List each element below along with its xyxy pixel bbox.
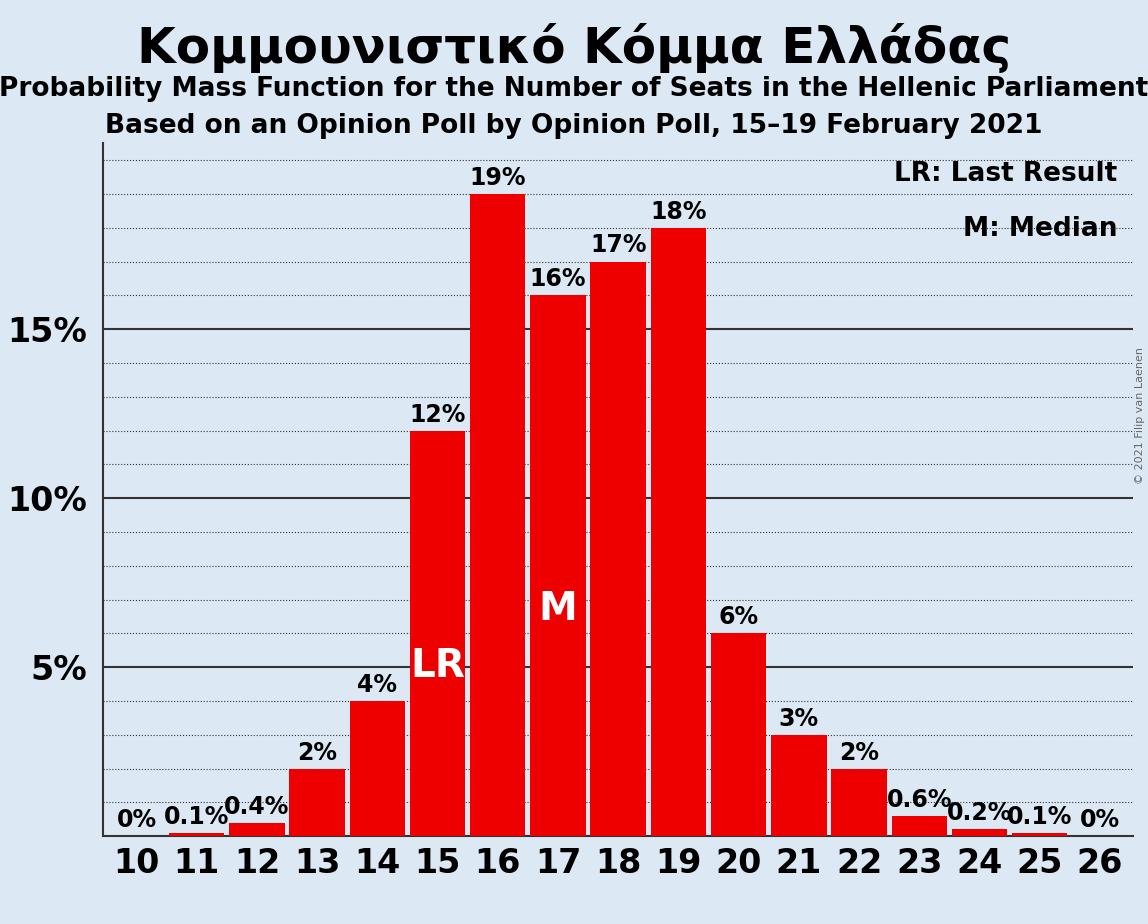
Text: 0.4%: 0.4% [224,795,289,819]
Bar [230,822,285,836]
Text: 0.1%: 0.1% [1007,805,1072,829]
Bar [530,296,585,836]
Text: M: Median: M: Median [963,216,1118,242]
Bar [952,830,1007,836]
Text: 12%: 12% [410,403,466,427]
Bar [470,194,526,836]
Text: LR: Last Result: LR: Last Result [894,161,1118,187]
Bar [410,431,465,836]
Text: 18%: 18% [650,200,707,224]
Text: Κομμουνιστικό Κόμμα Ελλάδας: Κομμουνιστικό Κόμμα Ελλάδας [137,23,1011,73]
Text: 0.1%: 0.1% [164,805,230,829]
Text: 0.6%: 0.6% [886,788,952,812]
Text: 0%: 0% [116,808,156,833]
Bar [771,735,827,836]
Text: 3%: 3% [778,707,819,731]
Text: LR: LR [410,647,465,685]
Bar [590,261,646,836]
Text: © 2021 Filip van Laenen: © 2021 Filip van Laenen [1135,347,1145,484]
Text: Based on an Opinion Poll by Opinion Poll, 15–19 February 2021: Based on an Opinion Poll by Opinion Poll… [106,113,1042,139]
Bar [350,701,405,836]
Text: 2%: 2% [839,740,879,764]
Text: Probability Mass Function for the Number of Seats in the Hellenic Parliament: Probability Mass Function for the Number… [0,76,1148,102]
Text: M: M [538,590,577,628]
Text: 17%: 17% [590,234,646,258]
Bar [831,769,886,836]
Bar [711,633,767,836]
Text: 19%: 19% [470,166,526,189]
Text: 0%: 0% [1080,808,1120,833]
Bar [892,816,947,836]
Text: 0.2%: 0.2% [947,801,1013,825]
Text: 2%: 2% [297,740,338,764]
Bar [1013,833,1068,836]
Bar [289,769,344,836]
Bar [169,833,224,836]
Bar [651,227,706,836]
Text: 4%: 4% [357,673,397,697]
Text: 6%: 6% [719,605,759,629]
Text: 16%: 16% [529,267,587,291]
